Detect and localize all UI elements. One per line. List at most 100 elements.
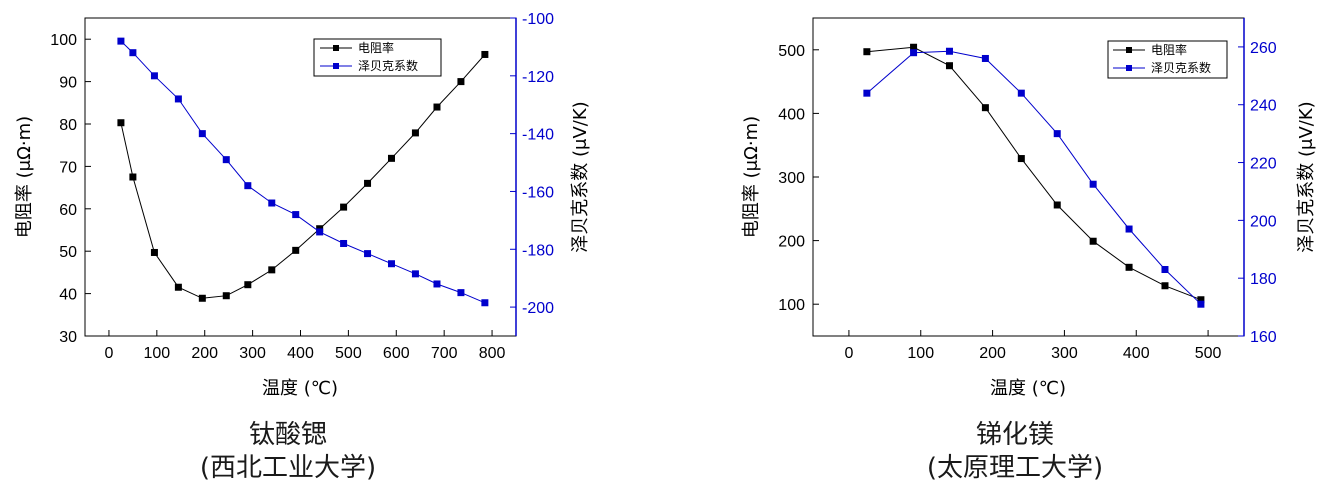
data-point-resistivity xyxy=(1089,237,1097,245)
data-point-resistivity xyxy=(292,246,300,254)
legend-marker-resistivity xyxy=(1126,47,1132,53)
y-axis-label-left: 电阻率 (μΩ·m) xyxy=(14,116,35,238)
y-tick-label-right: -200 xyxy=(522,300,554,317)
data-point-resistivity xyxy=(433,103,441,111)
data-point-seebeck xyxy=(863,89,871,97)
chart-magnesium-antimonide: 温度 (℃) 电阻率 (μΩ·m) 泽贝克系数 (μV/K) 0 100 200 30… xyxy=(741,17,1317,483)
x-tick-label: 500 xyxy=(1195,345,1222,362)
data-point-seebeck xyxy=(481,299,489,307)
y-tick-label-left: 500 xyxy=(778,43,805,60)
x-tick-label: 300 xyxy=(1051,345,1078,362)
x-tick-label: 400 xyxy=(1123,345,1150,362)
legend: 电阻率 泽贝克系数 xyxy=(1107,40,1228,79)
series-line-seebeck xyxy=(866,50,1202,305)
data-point-seebeck xyxy=(433,280,441,288)
series-line-resistivity xyxy=(866,46,1202,301)
x-tick-label: 0 xyxy=(844,345,853,362)
legend-label-resistivity: 电阻率 xyxy=(358,40,394,55)
data-point-seebeck xyxy=(387,260,395,268)
data-point-seebeck xyxy=(364,250,372,258)
y-tick-label-right: -120 xyxy=(522,69,554,86)
data-point-seebeck xyxy=(1017,89,1025,97)
data-point-seebeck xyxy=(174,95,182,103)
y-tick-label-right: -100 xyxy=(522,11,554,28)
data-point-seebeck xyxy=(1053,130,1061,138)
data-point-seebeck xyxy=(1197,300,1205,308)
y-axis-label-right: 泽贝克系数 (μV/K) xyxy=(1296,101,1317,252)
data-point-seebeck xyxy=(150,72,158,80)
data-point-seebeck xyxy=(117,37,125,45)
legend-marker-seebeck xyxy=(333,63,339,69)
series-line-resistivity xyxy=(120,54,486,299)
legend-label-seebeck: 泽贝克系数 xyxy=(358,58,418,73)
data-point-seebeck xyxy=(1161,266,1169,274)
x-axis-label: 温度 (℃) xyxy=(990,378,1066,399)
plot-frame xyxy=(84,17,517,337)
y-tick-label-right: 260 xyxy=(1250,40,1277,57)
chart-caption-sub: (西北工业大学) xyxy=(200,453,376,483)
x-tick-label: 100 xyxy=(907,345,934,362)
data-point-seebeck xyxy=(222,156,230,164)
y-tick-label-right: -180 xyxy=(522,242,554,259)
y-tick-label-left: 60 xyxy=(59,202,77,219)
data-point-seebeck xyxy=(1125,225,1133,233)
data-point-seebeck xyxy=(411,270,419,278)
data-point-resistivity xyxy=(387,154,395,162)
x-tick-label: 500 xyxy=(335,345,362,362)
chart-caption: 锑化镁 xyxy=(976,420,1054,450)
legend-marker-resistivity xyxy=(333,45,339,51)
x-tick-label: 300 xyxy=(239,345,266,362)
data-point-resistivity xyxy=(910,43,918,51)
x-axis-label: 温度 (℃) xyxy=(262,378,338,399)
data-point-resistivity xyxy=(117,119,125,127)
data-point-resistivity xyxy=(945,62,953,70)
y-tick-label-right: 240 xyxy=(1250,98,1277,115)
x-tick-label: 800 xyxy=(479,345,506,362)
data-point-resistivity xyxy=(1017,155,1025,163)
chart-caption-sub: (太原理工大学) xyxy=(927,453,1103,483)
y-tick-label-left: 40 xyxy=(59,287,77,304)
data-point-seebeck xyxy=(268,199,276,207)
legend: 电阻率 泽贝克系数 xyxy=(313,38,442,77)
y-tick-label-left: 70 xyxy=(59,159,77,176)
y-tick-label-left: 30 xyxy=(59,329,77,346)
data-point-resistivity xyxy=(222,292,230,300)
x-tick-label: 400 xyxy=(287,345,314,362)
data-point-resistivity xyxy=(198,294,206,302)
data-point-resistivity xyxy=(244,281,252,289)
x-tick-label: 600 xyxy=(383,345,410,362)
data-point-resistivity xyxy=(129,173,137,181)
data-point-seebeck xyxy=(457,289,465,297)
data-point-seebeck xyxy=(945,47,953,55)
y-tick-label-left: 90 xyxy=(59,75,77,92)
chart-caption: 钛酸锶 xyxy=(249,420,327,450)
x-tick-label: 0 xyxy=(104,345,113,362)
data-point-seebeck xyxy=(198,130,206,138)
data-point-resistivity xyxy=(1053,201,1061,209)
marks-layer: 0 100 200 300 400 500 600 700 800 30 40 50 60 70 80 90 1… xyxy=(50,11,554,362)
data-point-resistivity xyxy=(457,78,465,86)
series-line-seebeck xyxy=(120,40,486,304)
y-tick-label-right: -160 xyxy=(522,184,554,201)
data-point-resistivity xyxy=(981,104,989,112)
legend-label-seebeck: 泽贝克系数 xyxy=(1151,60,1211,75)
y-axis-label-left: 电阻率 (μΩ·m) xyxy=(741,116,762,238)
x-tick-label: 200 xyxy=(191,345,218,362)
data-point-seebeck xyxy=(244,182,252,190)
data-point-resistivity xyxy=(1197,296,1205,304)
data-point-seebeck xyxy=(292,211,300,219)
y-tick-label-right: 180 xyxy=(1250,271,1277,288)
y-tick-label-left: 100 xyxy=(778,297,805,314)
data-point-resistivity xyxy=(340,203,348,211)
data-point-resistivity xyxy=(364,179,372,187)
x-tick-label: 200 xyxy=(979,345,1006,362)
y-tick-label-right: 160 xyxy=(1250,329,1277,346)
y-tick-label-right: 200 xyxy=(1250,213,1277,230)
data-point-resistivity xyxy=(411,129,419,137)
y-tick-label-left: 80 xyxy=(59,117,77,134)
data-point-resistivity xyxy=(268,266,276,274)
y-tick-label-left: 400 xyxy=(778,106,805,123)
data-point-resistivity xyxy=(174,283,182,291)
marks-layer: 0 100 200 300 400 500 100 200 300 400 500 160 180 200… xyxy=(778,18,1277,362)
